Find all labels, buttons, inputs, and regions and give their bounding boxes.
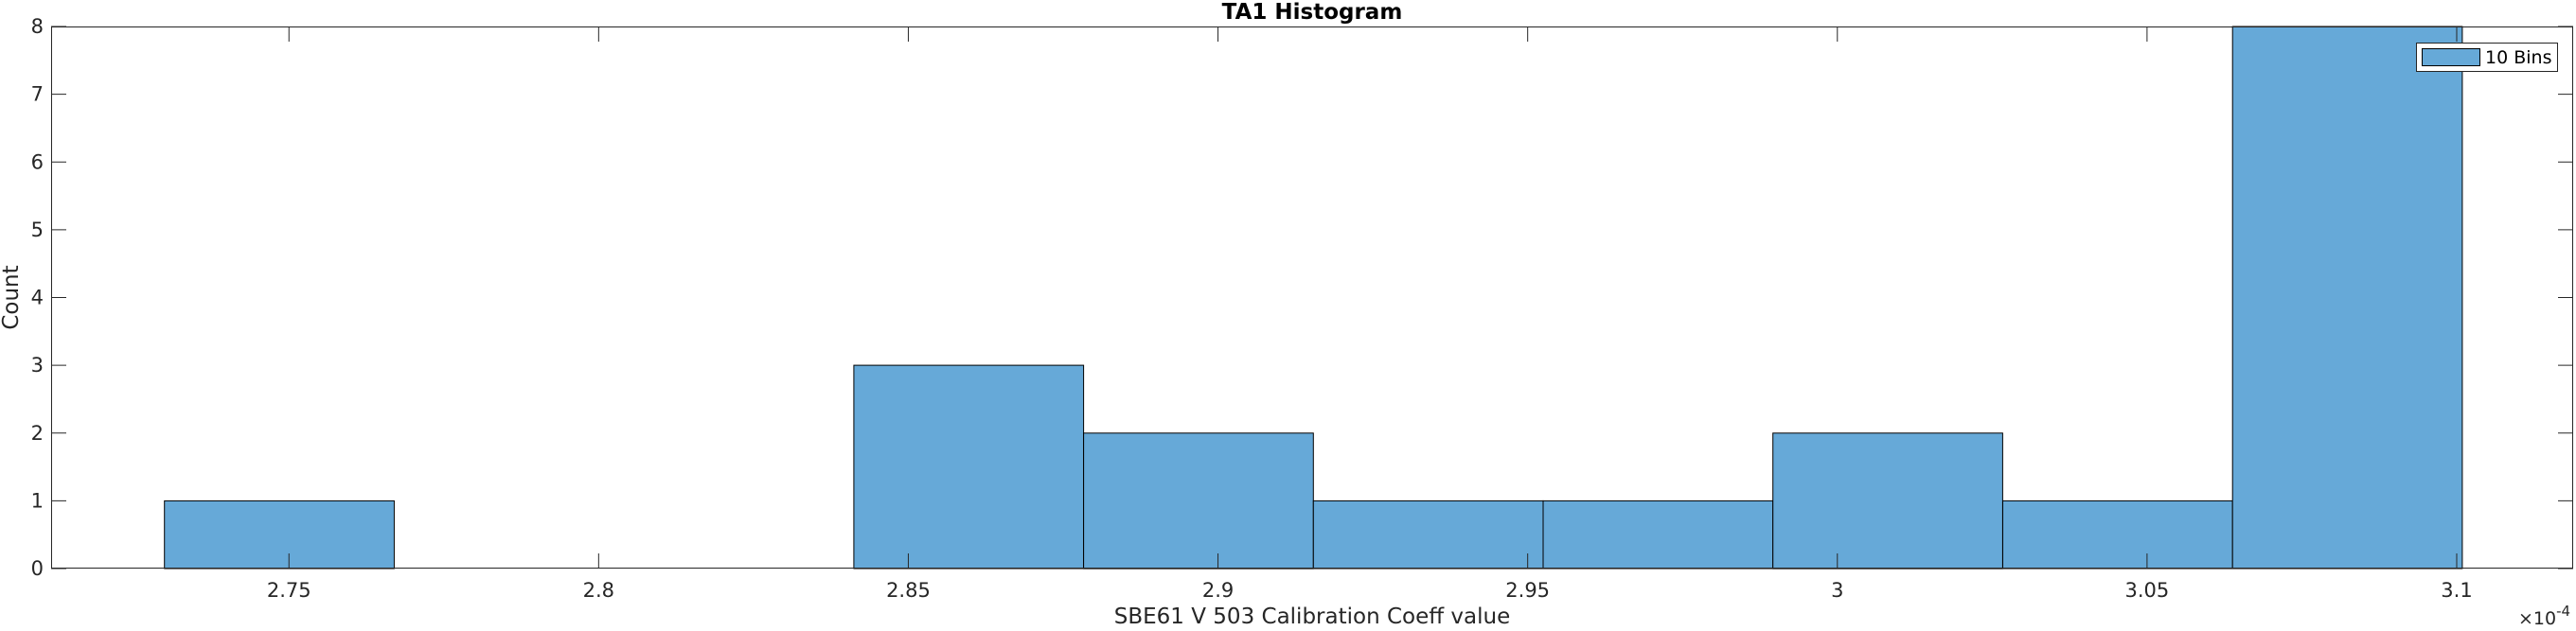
histogram-bar xyxy=(1312,500,1544,570)
y-tick-label: 7 xyxy=(31,83,44,106)
x-tick-label: 3.05 xyxy=(2125,579,2170,602)
y-tick-label: 0 xyxy=(31,557,44,580)
chart-title: TA1 Histogram xyxy=(1222,0,1403,25)
y-tick-label: 3 xyxy=(31,354,44,377)
y-tick-label: 1 xyxy=(31,489,44,512)
histogram-bar xyxy=(2002,500,2233,570)
exponent-power: -4 xyxy=(2556,603,2570,620)
histogram-bars xyxy=(164,26,2463,570)
y-tick-label: 6 xyxy=(31,150,44,173)
x-axis-exponent: ×10-4 xyxy=(2518,603,2570,629)
histogram-bar xyxy=(2231,26,2463,570)
x-tick-labels: 2.75 2.8 2.85 2.9 2.95 3 3.05 3.1 xyxy=(267,579,2473,602)
histogram-bar xyxy=(853,364,1085,570)
x-axis-label: SBE61 V 503 Calibration Coeff value xyxy=(1114,605,1510,629)
histogram-bar xyxy=(1772,432,2003,570)
exponent-base: 10 xyxy=(2533,608,2556,629)
y-tick-label: 8 xyxy=(31,15,44,38)
x-tick-label: 2.8 xyxy=(583,579,614,602)
x-tick-label: 2.85 xyxy=(886,579,931,602)
x-tick-label: 2.9 xyxy=(1202,579,1234,602)
y-tick-label: 2 xyxy=(31,422,44,445)
svg-text:×10-4: ×10-4 xyxy=(2518,603,2570,629)
exponent-prefix: × xyxy=(2518,608,2533,629)
histogram-bar xyxy=(1542,500,1774,570)
y-tick-label: 5 xyxy=(31,219,44,241)
y-tick-label: 4 xyxy=(31,287,44,309)
x-tick-label: 2.75 xyxy=(267,579,311,602)
legend[interactable]: 10 Bins xyxy=(2416,43,2558,72)
x-tick-label: 3 xyxy=(1831,579,1843,602)
histogram-bar xyxy=(164,500,395,570)
axes-box xyxy=(51,26,2573,569)
y-axis-label: Count xyxy=(0,265,24,329)
legend-swatch xyxy=(2422,48,2480,66)
x-tick-label: 3.1 xyxy=(2441,579,2472,602)
x-tick-label: 2.95 xyxy=(1505,579,1550,602)
legend-label: 10 Bins xyxy=(2485,47,2551,68)
histogram-bar xyxy=(1083,432,1314,570)
y-tick-labels: 0 1 2 3 4 5 6 7 8 xyxy=(31,15,44,580)
